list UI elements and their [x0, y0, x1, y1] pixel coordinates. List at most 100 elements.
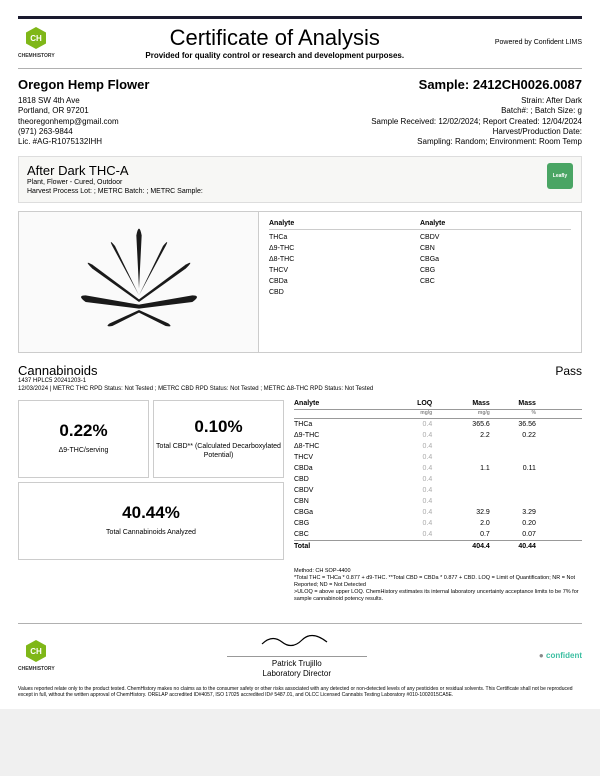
client-addr1: 1818 SW 4th Ave: [18, 96, 149, 106]
stats-table-row: 0.22% Δ9-THC/serving 0.10% Total CBD** (…: [18, 400, 582, 560]
table-row: Δ8-THC 0.4: [294, 441, 582, 452]
visual-box: Analyte THCa Δ9-THC Δ8-THC THCV CBDa CBD…: [18, 211, 582, 353]
row-mass1: [432, 487, 490, 494]
row-analyte: CBDV: [294, 487, 386, 494]
row-mass1: 0.7: [432, 531, 490, 538]
row-mass1: [432, 443, 490, 450]
row-loq: 0.4: [386, 421, 432, 428]
bar-row: CBGa: [420, 255, 571, 264]
bar-track: [458, 235, 571, 241]
row-loq: 0.4: [386, 454, 432, 461]
row-analyte: CBG: [294, 520, 386, 527]
table-row: THCa 0.4 365.6 36.56: [294, 419, 582, 430]
row-mass2: 36.56: [490, 421, 536, 428]
bar-label: CBD: [269, 289, 307, 296]
row-bar: [487, 498, 490, 505]
stat-lbl: Total Cannabinoids Analyzed: [106, 529, 196, 537]
bar-row: THCV: [269, 266, 420, 275]
sample-batch: Batch#: ; Batch Size: g: [371, 106, 582, 116]
sample-id: Sample: 2412CH0026.0087: [371, 77, 582, 94]
sample-strain: Strain: After Dark: [371, 96, 582, 106]
sig-line: [227, 656, 367, 657]
logo-block: CH CHEMHISTORY: [18, 26, 55, 59]
row-mass2: [487, 498, 490, 505]
cann-sub2: 12/03/2024 | METRC THC RPD Status: Not T…: [18, 386, 373, 394]
row-loq: 0.4: [386, 487, 432, 494]
bar-track: [458, 268, 571, 274]
bar-label: CBN: [420, 245, 458, 252]
bar-row: CBDa: [269, 277, 420, 286]
table-row: THCV 0.4: [294, 452, 582, 463]
table-row: CBC 0.4 0.7 0.07: [294, 529, 582, 540]
row-mass1: [432, 498, 490, 505]
stat-box: 40.44% Total Cannabinoids Analyzed: [18, 482, 284, 560]
stat-val: 0.22%: [59, 421, 107, 441]
top-rule: [18, 16, 582, 19]
bars-col-left: Analyte THCa Δ9-THC Δ8-THC THCV CBDa CBD: [269, 220, 420, 344]
row-mass2: 3.29: [490, 509, 536, 516]
table-row: CBDV 0.4: [294, 485, 582, 496]
client-lic: Lic. #AG-R1075132IHH: [18, 137, 149, 147]
table-row: CBG 0.4 2.0 0.20: [294, 518, 582, 529]
bar-track: [458, 279, 571, 285]
dt-sh4: %: [490, 410, 536, 416]
row-loq: 0.4: [386, 520, 432, 527]
cert-title: Certificate of Analysis: [55, 25, 495, 51]
row-bar: [487, 454, 490, 461]
sig-role: Laboratory Director: [227, 669, 367, 679]
cann-left: Cannabinoids 1437 HPLC5 20241203-1 12/03…: [18, 363, 373, 394]
svg-text:CH: CH: [31, 34, 43, 43]
dt-total-m1: 404.4: [432, 543, 490, 550]
stat-val: 40.44%: [122, 503, 180, 523]
product-name: After Dark THC-A: [27, 163, 573, 178]
bar-row: CBDV: [420, 233, 571, 242]
title-block: Certificate of Analysis Provided for qua…: [55, 25, 495, 60]
info-row: Oregon Hemp Flower 1818 SW 4th Ave Portl…: [18, 77, 582, 148]
product-meta: Harvest Process Lot: ; METRC Batch: ; ME…: [27, 187, 573, 196]
signature-block: Patrick Trujillo Laboratory Director: [227, 632, 367, 679]
row-loq: 0.4: [386, 443, 432, 450]
sample-dates: Sample Received: 12/02/2024; Report Crea…: [371, 117, 582, 127]
bar-track: [307, 290, 420, 296]
bars-col-right: Analyte CBDV CBN CBGa CBG CBC: [420, 220, 571, 344]
bar-row: Δ9-THC: [269, 244, 420, 253]
dt-h4: Mass: [490, 400, 536, 407]
row-mass1: [432, 454, 490, 461]
row-analyte: CBGa: [294, 509, 386, 516]
header: CH CHEMHISTORY Certificate of Analysis P…: [18, 25, 582, 60]
row-loq: 0.4: [386, 432, 432, 439]
bars-pane: Analyte THCa Δ9-THC Δ8-THC THCV CBDa CBD…: [259, 212, 581, 352]
row-bar: [487, 443, 490, 450]
footer-logo: CH CHEMHISTORY: [18, 639, 55, 672]
bar-label: CBG: [420, 267, 458, 274]
stat-box: 0.10% Total CBD** (Calculated Decarboxyl…: [153, 400, 284, 478]
row-analyte: THCa: [294, 421, 386, 428]
row-mass2: [487, 454, 490, 461]
dt-h1: Analyte: [294, 400, 386, 407]
stat-box: 0.22% Δ9-THC/serving: [18, 400, 149, 478]
row-mass2: 0.11: [490, 465, 536, 472]
client-info: Oregon Hemp Flower 1818 SW 4th Ave Portl…: [18, 77, 149, 148]
bar-label: THCa: [269, 234, 307, 241]
dt-header: Analyte LOQ Mass Mass: [294, 400, 582, 410]
client-addr2: Portland, OR 97201: [18, 106, 149, 116]
table-row: Δ9-THC 0.4 2.2 0.22: [294, 430, 582, 441]
cann-pass: Pass: [555, 364, 582, 378]
dt-total: Total 404.4 40.44: [294, 540, 582, 550]
leafly-badge: Leafly: [547, 163, 573, 189]
row-mass1: [432, 476, 490, 483]
dt-total-m2: 40.44: [490, 543, 536, 550]
bar-label: Δ9-THC: [269, 245, 307, 252]
dt-total-lbl: Total: [294, 543, 386, 550]
row-analyte: CBN: [294, 498, 386, 505]
bar-track: [307, 279, 420, 285]
bars-left-header: Analyte: [269, 220, 420, 230]
sample-info: Sample: 2412CH0026.0087 Strain: After Da…: [371, 77, 582, 148]
bar-track: [458, 257, 571, 263]
row-loq: 0.4: [386, 509, 432, 516]
data-table: Analyte LOQ Mass Mass mg/g mg/g % THCa 0…: [294, 400, 582, 560]
method-note: Method: CH SOP-4400 *Total THC = THCa * …: [294, 568, 582, 604]
row-bar: [487, 476, 490, 483]
dt-subheader: mg/g mg/g %: [294, 410, 582, 419]
confident-logo: ● confident: [539, 651, 582, 660]
